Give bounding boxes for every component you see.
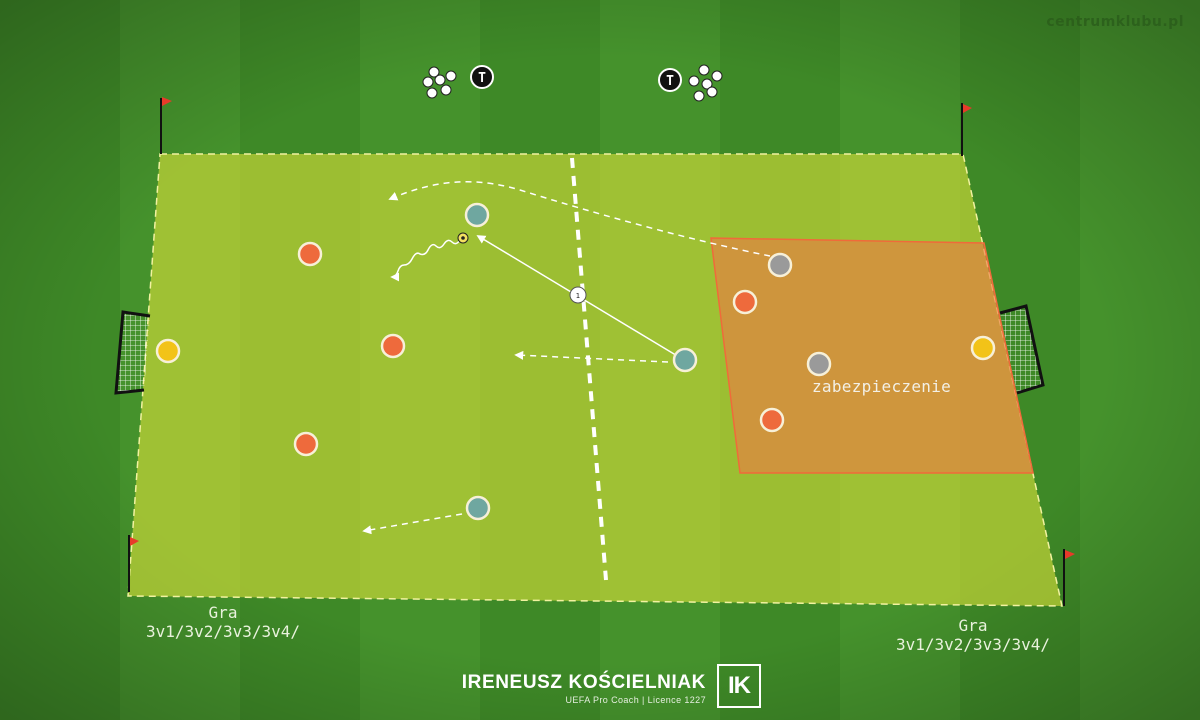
player-teal [464,202,490,228]
player-teal [465,495,491,521]
ball-pile-left [422,66,457,99]
goal-left [114,310,151,395]
player-teal [672,347,698,373]
player-gray [806,351,832,377]
player-orange [293,431,319,457]
right-game-formats: 3v1/3v2/3v3/3v4/ [895,635,1051,654]
left-game-title: Gra [208,603,238,622]
dribble-line [390,239,461,282]
security-zone-label: zabezpieczenie [812,377,952,396]
player-orange [732,289,758,315]
trainer-left-symbol: T [478,71,486,86]
trainer-right: T [658,68,682,92]
right-game-label: Gra 3v1/3v2/3v3/3v4/ [878,616,1068,654]
trainer-left: T [470,65,494,89]
corner-flag-top-right [961,103,972,156]
corner-flag-top-left [160,97,172,154]
left-game-label: Gra 3v1/3v2/3v3/3v4/ [128,603,318,641]
run-arrow-middle [514,350,669,363]
right-game-title: Gra [958,616,988,635]
player-orange [380,333,406,359]
security-zone [710,237,1034,474]
goalkeeper-left [155,338,181,364]
player-orange [297,241,323,267]
trainer-right-symbol: T [666,74,674,89]
player-orange [759,407,785,433]
goalkeeper-right [970,335,996,361]
ball-pile-right [688,64,723,102]
left-game-formats: 3v1/3v2/3v3/3v4/ [145,622,301,641]
goal-right [999,304,1045,395]
pass-number-marker: 1 [569,286,587,304]
player-gray [767,252,793,278]
corner-flag-bottom-left [128,535,139,592]
ball [457,232,469,244]
author-credit: IRENEUSZ KOŚCIELNIAK UEFA Pro Coach | Li… [436,672,706,705]
watermark: centrumklubu.pl [1046,14,1184,30]
run-arrow-curved [388,181,771,257]
run-arrow-bottom [362,513,463,535]
pass-number: 1 [576,292,580,300]
players [155,202,996,521]
corner-flag-bottom-right [1063,549,1075,606]
author-subtitle: UEFA Pro Coach | Licence 1227 [565,695,706,705]
author-logo: IK [717,664,761,708]
author-name: IRENEUSZ KOŚCIELNIAK [461,672,706,693]
